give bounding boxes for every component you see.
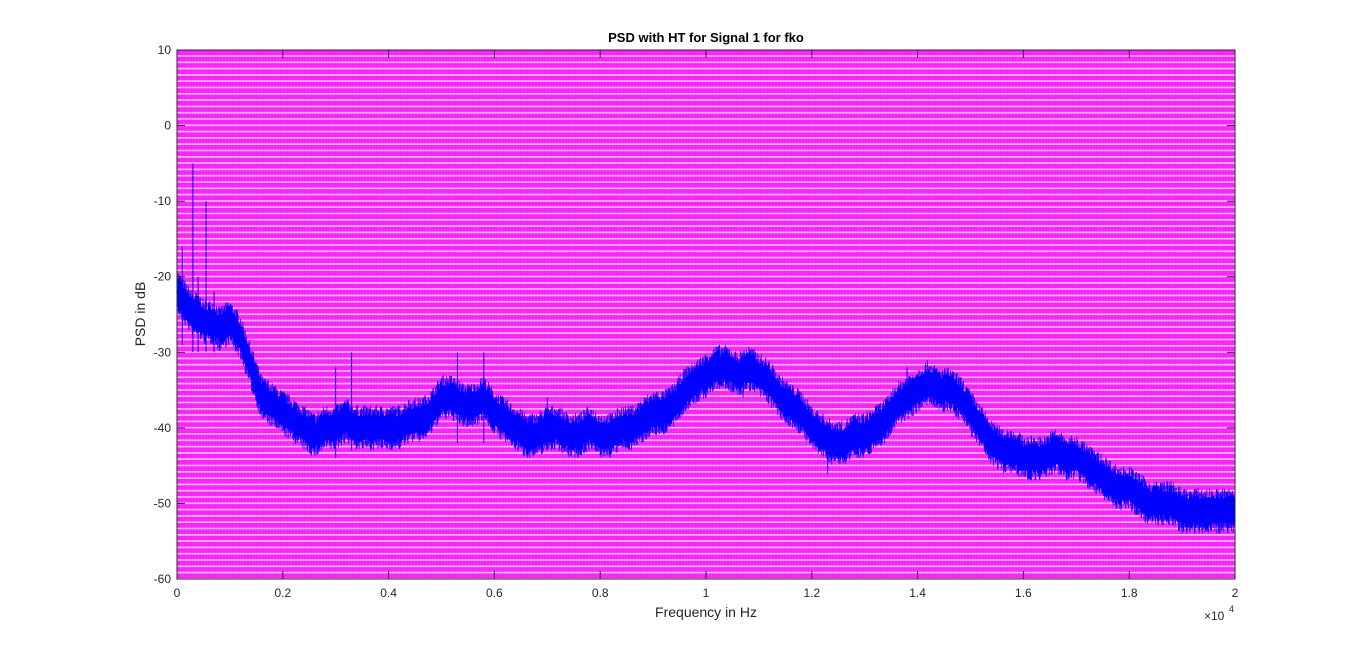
- y-tick-label: -40: [154, 421, 172, 435]
- chart-title: PSD with HT for Signal 1 for fko: [608, 30, 804, 45]
- x-exponent-label: ×10 4: [1204, 604, 1234, 623]
- y-tick-label: 0: [164, 119, 171, 133]
- x-tick-label: 0.4: [380, 586, 397, 600]
- x-tick-label: 0: [174, 586, 181, 600]
- y-axis-label: PSD in dB: [132, 282, 148, 347]
- series-line: [176, 291, 1235, 513]
- x-tick-label: 1.6: [1015, 586, 1032, 600]
- x-tick-label: 2: [1232, 586, 1239, 600]
- y-tick-label: 10: [158, 43, 172, 57]
- x-axis-label: Frequency in Hz: [655, 604, 757, 620]
- y-tick-label: -50: [154, 496, 172, 510]
- fill-stems: [178, 50, 1233, 579]
- x-tick-label: 1.4: [909, 586, 926, 600]
- x-tick-label: 1: [703, 586, 710, 600]
- y-tick-label: -30: [154, 345, 172, 359]
- y-tick-label: -60: [154, 572, 172, 586]
- y-axis-ticks: 10 0 -10 -20 -30 -40 -50 -60: [154, 43, 1235, 586]
- x-tick-label: 1.2: [803, 586, 820, 600]
- x-tick-label: 1.8: [1121, 586, 1138, 600]
- series-layer: [176, 163, 1236, 534]
- x-tick-label: 0.8: [592, 586, 609, 600]
- x-exponent-base: ×10: [1204, 609, 1225, 623]
- x-tick-label: 0.6: [486, 586, 503, 600]
- y-tick-label: -20: [154, 270, 172, 284]
- x-exponent-power: 4: [1229, 604, 1234, 614]
- magenta-fill-layer: [177, 50, 1235, 580]
- x-tick-label: 0.2: [274, 586, 291, 600]
- y-tick-label: -10: [154, 194, 172, 208]
- x-axis-ticks: 0 0.2 0.4 0.6 0.8 1 1.2 1.4 1.6 1.8 2: [174, 50, 1239, 600]
